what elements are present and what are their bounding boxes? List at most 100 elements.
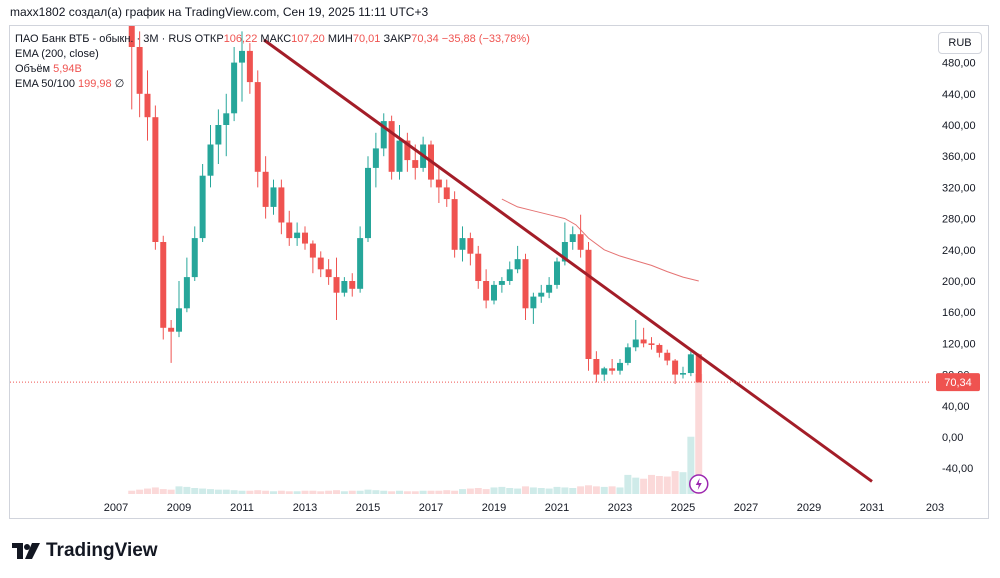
volume-bar (514, 488, 522, 494)
candle-body (443, 187, 450, 200)
y-tick-label: 240,00 (942, 245, 976, 257)
volume-bar (522, 486, 529, 494)
attribution-text: maxx1802 создал(а) график на TradingView… (10, 5, 429, 19)
candle-body (554, 261, 560, 285)
candle-body (168, 327, 175, 332)
volume-bar (128, 490, 136, 494)
legend-symbol-row[interactable]: ПАО Банк ВТБ - обыкн. · 3M · RUS ОТКР106… (15, 33, 530, 45)
x-tick-label: 2017 (419, 502, 443, 514)
candle-body (246, 50, 253, 83)
candle-body (624, 347, 631, 363)
y-tick-label: 480,00 (942, 58, 976, 70)
legend-ema50-extra: ∅ (114, 78, 125, 90)
candle-body (199, 175, 206, 239)
x-tick-label: 2013 (293, 502, 317, 514)
price-tag-bg (936, 373, 980, 392)
volume-bar (340, 491, 348, 494)
candle-body (380, 121, 387, 149)
candle-body (577, 234, 584, 250)
x-tick-label: 2031 (860, 502, 884, 514)
volume-bar (301, 490, 309, 494)
volume-bar (348, 490, 356, 494)
volume-bar (577, 486, 585, 494)
candle-body (522, 259, 529, 309)
legend-ema50-value: 199,98 (78, 78, 112, 90)
tradingview-logo[interactable]: TradingView (12, 540, 158, 562)
volume-bar (364, 489, 372, 494)
volume-bar (553, 486, 561, 494)
candle-body (609, 368, 616, 371)
ema-line (501, 198, 699, 282)
candle-body (396, 140, 403, 172)
volume-bar (466, 488, 474, 494)
volume-bar (309, 490, 317, 494)
volume-bar (388, 491, 396, 494)
y-tick-label: 160,00 (942, 307, 976, 319)
chart-frame (9, 25, 989, 519)
x-tick-label: 2027 (734, 502, 758, 514)
candle-body (648, 343, 655, 345)
volume-bar (506, 488, 514, 494)
candle-body (467, 238, 474, 254)
candle-body (160, 242, 167, 328)
legend-close-value: 70,34 (411, 33, 439, 45)
candle-body (585, 249, 592, 359)
candle-body (412, 160, 419, 168)
volume-bar (537, 488, 545, 494)
volume-bar (230, 490, 238, 494)
volume-bar (498, 486, 506, 494)
candle-body (546, 284, 553, 293)
volume-bar (254, 490, 262, 494)
volume-bar (585, 485, 592, 494)
volume-bar (419, 490, 427, 494)
candle-body (475, 253, 482, 281)
candle-body (239, 50, 245, 63)
x-tick-label: 2025 (671, 502, 695, 514)
candle-body (207, 144, 214, 176)
x-tick-label: 2009 (167, 502, 191, 514)
candle-body (695, 354, 702, 383)
volume-bar (490, 487, 498, 494)
volume-bar (277, 490, 285, 494)
volume-bar (191, 488, 199, 494)
candle-body (231, 62, 238, 114)
candle-body (215, 125, 222, 145)
candle-body (506, 269, 513, 281)
volume-bar (663, 476, 671, 494)
candle-body (680, 373, 686, 375)
legend-volume-row[interactable]: Объём 5,94B (15, 62, 530, 77)
volume-bar (183, 486, 191, 494)
volume-bar (270, 491, 277, 494)
candle-body (640, 339, 647, 344)
candle-body (325, 269, 332, 278)
chart-legend: ПАО Банк ВТБ - обыкн. · 3M · RUS ОТКР106… (15, 32, 530, 92)
candle-body (302, 232, 308, 244)
legend-ema50-row[interactable]: EMA 50/100 199,98 ∅ (15, 77, 530, 92)
candle-body (451, 199, 458, 250)
candle-body (530, 296, 537, 309)
candle-body (144, 93, 151, 118)
volume-bar (246, 490, 254, 494)
volume-bar (482, 489, 490, 494)
legend-open-value: 106,22 (223, 33, 258, 45)
y-tick-label: 320,00 (942, 182, 976, 194)
candle-body (617, 362, 623, 371)
volume-bar (427, 490, 435, 494)
candle-body (223, 113, 230, 125)
volume-bar (396, 490, 403, 494)
volume-bar (640, 478, 648, 494)
candle-body (262, 171, 269, 207)
currency-button[interactable]: RUB (938, 32, 982, 54)
volume-bar (655, 476, 663, 494)
volume-bar (293, 491, 301, 494)
x-tick-label: 2019 (482, 502, 506, 514)
x-tick-label: 2015 (356, 502, 380, 514)
candle-body (357, 238, 364, 289)
trendline (263, 38, 873, 483)
tradingview-logo-text: TradingView (46, 540, 158, 561)
y-tick-label: 0,00 (942, 432, 963, 444)
volume-bar (569, 488, 577, 494)
candle-body (152, 117, 159, 242)
legend-ema200-row[interactable]: EMA (200, close) (15, 47, 530, 62)
